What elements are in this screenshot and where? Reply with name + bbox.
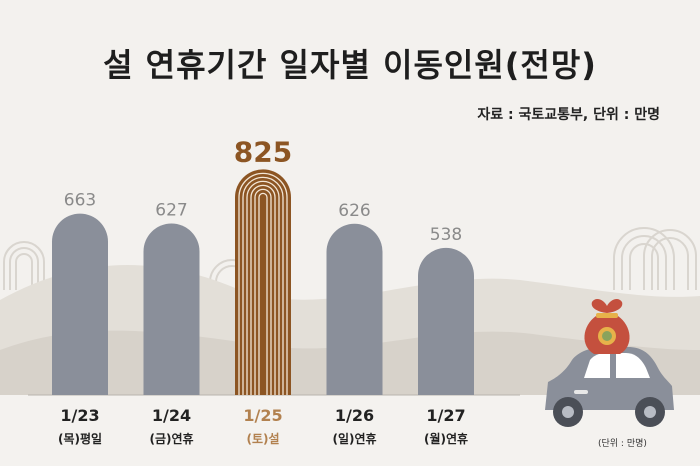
category-label: 1/27 (426, 406, 465, 425)
bar-1/27 (418, 247, 474, 395)
day-label: (일)연휴 (332, 431, 376, 446)
source-note: 자료 : 국토교통부, 단위 : 만명 (477, 107, 660, 123)
bar-highlight-stripe (246, 180, 280, 395)
lucky-bag-icon (584, 299, 630, 354)
category-label: 1/26 (335, 406, 374, 425)
day-label: (토)설 (246, 431, 279, 446)
label-layer: 663 1/23 (목)평일 627 1/24 (금)연휴 825 1/25 (토)설 626 1/… (58, 135, 468, 446)
unit-note: (단위 : 만명) (598, 439, 647, 449)
day-label: (월)연휴 (424, 431, 468, 446)
bar-1/24 (143, 223, 200, 395)
category-label: 1/23 (60, 406, 99, 425)
value-label: 825 (234, 135, 292, 168)
value-label: 538 (430, 225, 462, 245)
bar-highlight-stripe (242, 176, 284, 395)
bar-series (52, 169, 474, 395)
bar-highlight-stripe (258, 192, 268, 395)
bar-highlight-stripe (238, 172, 288, 395)
value-label: 663 (64, 191, 96, 211)
category-label: 1/25 (243, 406, 282, 425)
value-label: 626 (338, 201, 370, 221)
bar-1/26 (326, 223, 383, 395)
day-label: (금)연휴 (149, 431, 193, 446)
car-illustration (545, 347, 674, 427)
day-label: (목)평일 (58, 432, 102, 446)
category-label: 1/24 (152, 406, 191, 425)
chart-title: 설 연휴기간 일자별 이동인원(전망) (103, 46, 597, 84)
value-label: 627 (155, 201, 187, 221)
bar-highlight-stripe (254, 188, 272, 395)
bar-highlight-stripe (250, 184, 276, 395)
bar-1/23 (52, 213, 108, 395)
bar-1/25 (235, 169, 291, 395)
